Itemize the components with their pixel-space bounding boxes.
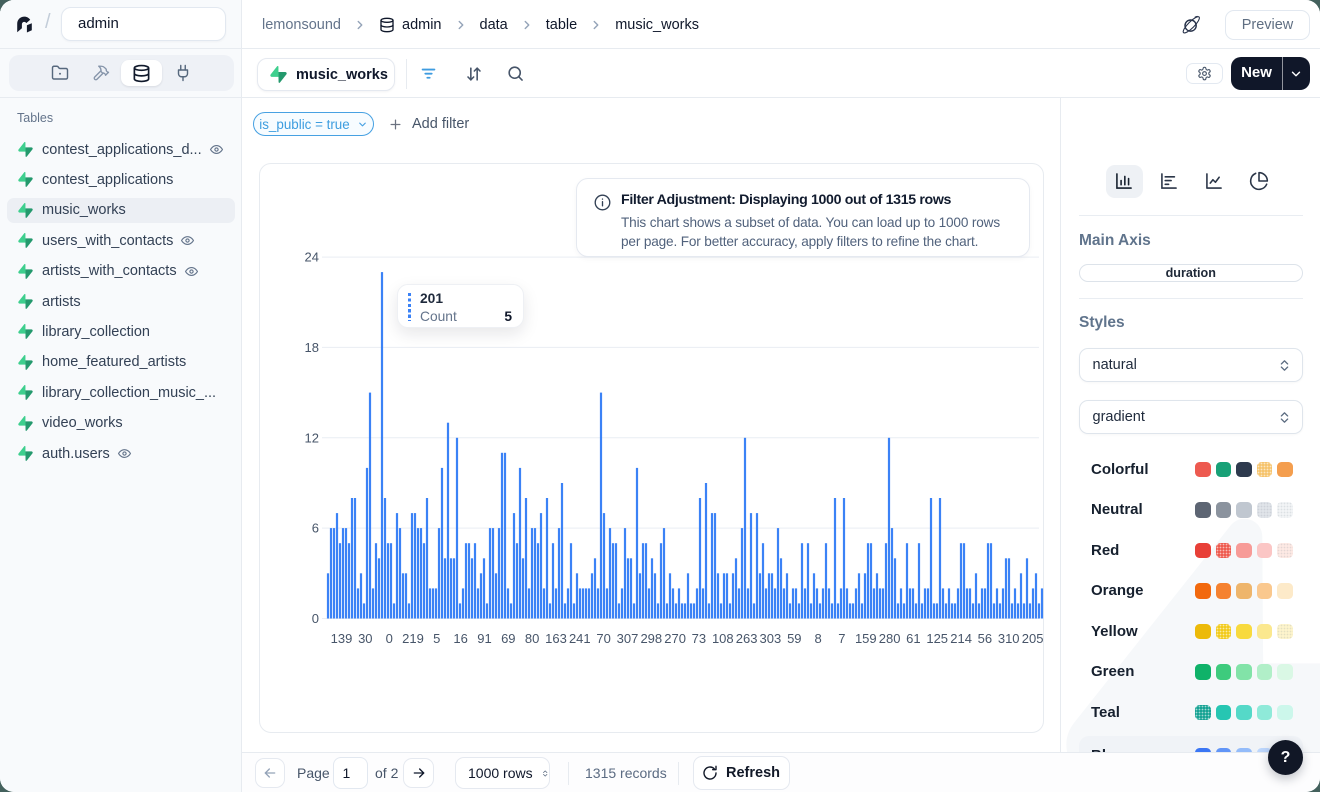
svg-text:7: 7 (838, 631, 845, 646)
svg-text:159: 159 (855, 631, 877, 646)
svg-text:30: 30 (358, 631, 372, 646)
svg-text:307: 307 (617, 631, 639, 646)
svg-text:61: 61 (906, 631, 920, 646)
svg-text:16: 16 (453, 631, 467, 646)
svg-text:0: 0 (386, 631, 393, 646)
svg-text:298: 298 (640, 631, 662, 646)
svg-text:310: 310 (998, 631, 1020, 646)
svg-text:73: 73 (692, 631, 706, 646)
svg-text:18: 18 (305, 340, 319, 355)
svg-text:163: 163 (545, 631, 567, 646)
svg-text:59: 59 (787, 631, 801, 646)
svg-text:219: 219 (402, 631, 424, 646)
svg-text:303: 303 (760, 631, 782, 646)
svg-text:5: 5 (433, 631, 440, 646)
svg-text:0: 0 (312, 611, 319, 626)
svg-text:280: 280 (879, 631, 901, 646)
svg-text:24: 24 (305, 250, 319, 265)
svg-text:263: 263 (736, 631, 758, 646)
svg-text:56: 56 (978, 631, 992, 646)
svg-text:80: 80 (525, 631, 539, 646)
svg-text:91: 91 (477, 631, 491, 646)
svg-text:70: 70 (596, 631, 610, 646)
svg-text:125: 125 (926, 631, 948, 646)
svg-text:8: 8 (814, 631, 821, 646)
svg-text:139: 139 (331, 631, 353, 646)
svg-text:241: 241 (569, 631, 591, 646)
svg-text:6: 6 (312, 521, 319, 536)
svg-text:12: 12 (305, 430, 319, 445)
svg-text:205: 205 (1022, 631, 1044, 646)
svg-text:69: 69 (501, 631, 515, 646)
svg-text:214: 214 (950, 631, 972, 646)
svg-text:108: 108 (712, 631, 734, 646)
svg-text:270: 270 (664, 631, 686, 646)
